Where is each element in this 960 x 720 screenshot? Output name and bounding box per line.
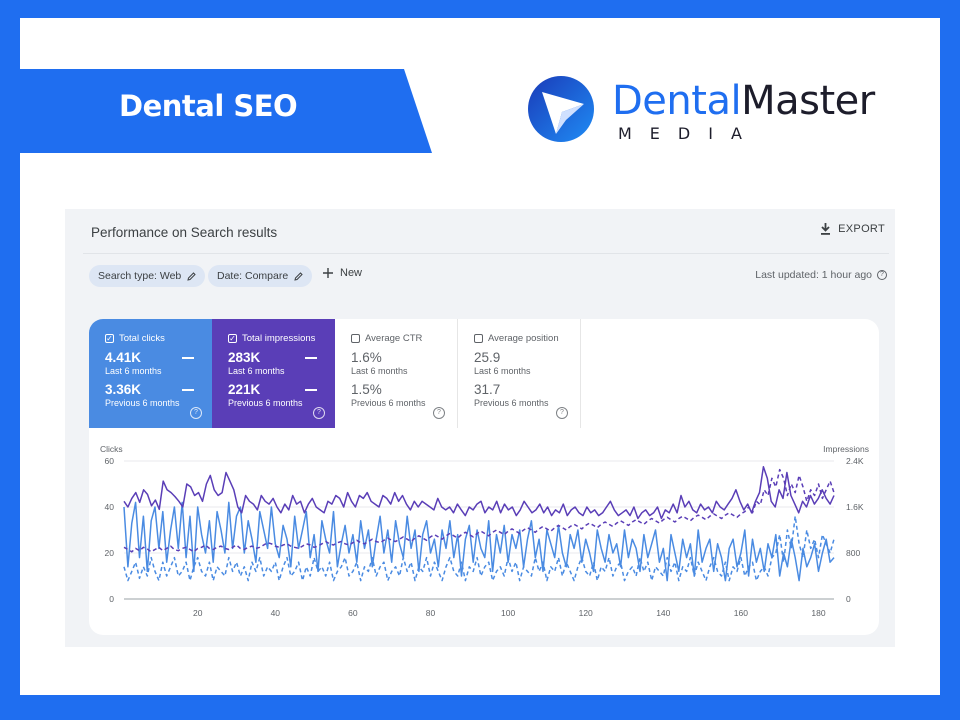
y-left-tick-label: 20 — [105, 548, 115, 558]
help-icon[interactable]: ? — [433, 407, 445, 419]
export-label: EXPORT — [838, 223, 885, 235]
x-tick-label: 100 — [501, 608, 515, 618]
metric-value-previous: 31.7 — [474, 382, 501, 397]
logo-mark-icon — [528, 76, 594, 142]
banner-title: Dental SEO — [119, 89, 298, 123]
metric-label: Total impressions — [242, 333, 316, 344]
logo-word-master: Master — [741, 78, 875, 124]
filter-chip-label: Search type: Web — [98, 270, 182, 282]
performance-chart: 0 20 40 60 0 800 1.6K 2.4K Clicks Impressions 20 40… — [100, 444, 869, 618]
last-updated-text: Last updated: 1 hour ago — [755, 269, 872, 281]
header-divider — [83, 253, 889, 254]
metric-period: Last 6 months — [105, 366, 162, 376]
metric-average-ctr[interactable]: Average CTR 1.6% Last 6 months 1.5% Prev… — [335, 319, 458, 428]
panel-title: Performance on Search results — [91, 225, 278, 240]
y-left-tick-label: 40 — [105, 502, 115, 512]
filter-chip-label: Date: Compare — [217, 270, 289, 282]
x-tick-label: 180 — [811, 608, 825, 618]
y-left-axis-label: Clicks — [100, 444, 123, 454]
metric-value: 283K — [228, 350, 261, 365]
metric-average-position[interactable]: Average position 25.9 Last 6 months 31.7… — [458, 319, 581, 428]
logo-wordmark: DentalMaster — [612, 78, 875, 124]
metric-total-clicks[interactable]: ✓ Total clicks 4.41K Last 6 months 3.36K … — [89, 319, 212, 428]
slide-frame: Dental SEO DentalMaster MEDIA Performanc… — [20, 18, 940, 695]
solid-line-legend-icon — [305, 357, 317, 359]
metric-period-previous: Previous 6 months — [228, 398, 303, 408]
last-updated: Last updated: 1 hour ago ? — [755, 269, 887, 281]
metric-period: Last 6 months — [228, 366, 285, 376]
checkbox-checked-icon[interactable]: ✓ — [228, 333, 237, 343]
metric-period-previous: Previous 6 months — [474, 398, 549, 408]
title-banner: Dental SEO — [20, 69, 432, 153]
help-icon[interactable]: ? — [556, 407, 568, 419]
new-filter-label: New — [340, 267, 363, 279]
series-line — [123, 501, 835, 582]
metric-value-previous: 3.36K — [105, 382, 142, 397]
x-tick-label: 60 — [348, 608, 358, 618]
x-tick-label: 20 — [193, 608, 203, 618]
brand-logo: DentalMaster MEDIA — [526, 74, 926, 154]
metric-label: Average position — [488, 333, 559, 344]
search-console-panel: Performance on Search results EXPORT Sea… — [65, 209, 895, 647]
new-filter-button[interactable]: New — [323, 267, 362, 279]
metric-label: Total clicks — [119, 333, 165, 344]
metric-value: 25.9 — [474, 350, 501, 365]
y-right-tick-label: 1.6K — [846, 502, 864, 512]
metric-period-previous: Previous 6 months — [351, 398, 426, 408]
series-line — [123, 468, 835, 553]
help-icon[interactable]: ? — [190, 407, 202, 419]
checkbox-checked-icon[interactable]: ✓ — [105, 333, 114, 343]
help-icon[interactable]: ? — [313, 407, 325, 419]
download-icon — [821, 223, 831, 235]
metric-period: Last 6 months — [351, 366, 408, 376]
y-right-tick-label: 800 — [846, 548, 860, 558]
filter-chip-search-type[interactable]: Search type: Web — [89, 265, 206, 287]
x-tick-label: 140 — [656, 608, 670, 618]
pencil-icon — [294, 271, 303, 281]
x-tick-label: 120 — [579, 608, 593, 618]
performance-card: ✓ Total clicks 4.41K Last 6 months 3.36K … — [89, 319, 879, 635]
metric-value: 1.6% — [351, 350, 382, 365]
logo-subtitle: MEDIA — [618, 124, 760, 143]
checkbox-icon[interactable] — [351, 334, 360, 343]
export-button[interactable]: EXPORT — [820, 223, 885, 235]
pencil-icon — [187, 271, 196, 281]
plus-icon — [323, 268, 333, 278]
y-right-tick-label: 2.4K — [846, 456, 864, 466]
metric-value: 4.41K — [105, 350, 142, 365]
filter-chip-date[interactable]: Date: Compare — [208, 265, 313, 287]
x-tick-label: 40 — [271, 608, 281, 618]
metric-period: Last 6 months — [474, 366, 531, 376]
y-left-tick-label: 0 — [109, 594, 114, 604]
dashed-line-legend-icon — [305, 389, 317, 391]
solid-line-legend-icon — [182, 357, 194, 359]
x-tick-label: 160 — [734, 608, 748, 618]
metric-total-impressions[interactable]: ✓ Total impressions 283K Last 6 months 22… — [212, 319, 335, 428]
series-line — [123, 466, 835, 520]
metric-period-previous: Previous 6 months — [105, 398, 180, 408]
metric-value-previous: 1.5% — [351, 382, 382, 397]
metric-value-previous: 221K — [228, 382, 261, 397]
x-tick-label: 80 — [426, 608, 436, 618]
y-right-tick-label: 0 — [846, 594, 851, 604]
help-icon[interactable]: ? — [877, 270, 887, 280]
metric-label: Average CTR — [365, 333, 423, 344]
y-right-axis-label: Impressions — [823, 444, 869, 454]
y-left-tick-label: 60 — [105, 456, 115, 466]
checkbox-icon[interactable] — [474, 334, 483, 343]
series-line — [123, 515, 835, 582]
logo-word-dental: Dental — [612, 78, 742, 124]
dashed-line-legend-icon — [182, 389, 194, 391]
